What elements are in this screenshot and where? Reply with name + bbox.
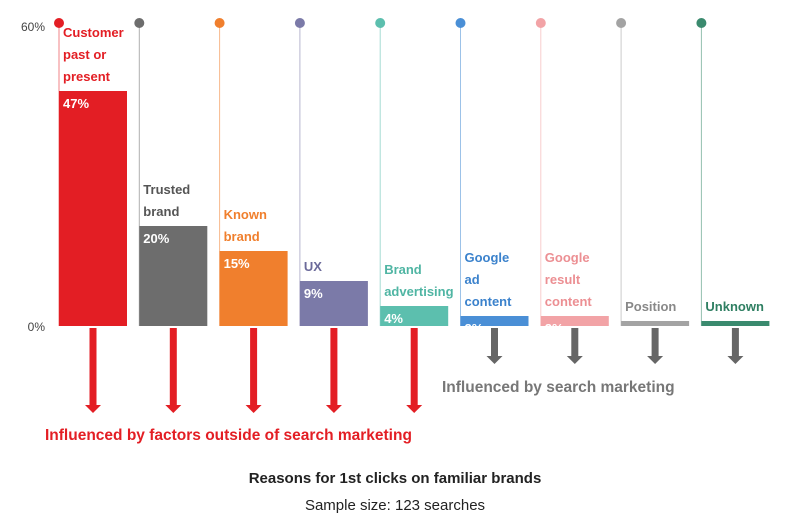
- arrow-search: [731, 328, 739, 356]
- bar-category-label: result: [545, 272, 581, 287]
- bar-category-label: brand: [224, 229, 260, 244]
- bar: [139, 226, 208, 326]
- bar-category-label: present: [63, 69, 111, 84]
- leader-dot: [455, 18, 466, 28]
- arrow-search-head: [566, 356, 583, 364]
- arrow-outside-head: [245, 405, 262, 413]
- leader-dot: [134, 18, 145, 28]
- arrow-outside: [89, 328, 97, 405]
- bar-category-label: Google: [465, 250, 510, 265]
- bar-value-label: 47%: [63, 96, 89, 111]
- bar-category-label: content: [545, 294, 593, 309]
- bar-chart: 60% 0% 47% Customer past or present 20% Trusted…: [21, 18, 770, 444]
- bar-category-label: Known: [224, 207, 267, 222]
- y-tick-label: 60%: [21, 20, 45, 34]
- bar-value-label: 1%: [705, 326, 724, 341]
- bar-category-label: Google: [545, 250, 590, 265]
- bar: [621, 321, 690, 326]
- annotation-search: Influenced by search marketing: [442, 379, 675, 396]
- bar-category-label: content: [465, 294, 513, 309]
- leader-dot: [696, 18, 707, 28]
- leader-dot: [616, 18, 627, 28]
- bar-category-label: advertising: [384, 284, 453, 299]
- leader-dot: [54, 18, 64, 28]
- bar-value-label: 20%: [143, 231, 169, 246]
- leader-dot: [375, 18, 386, 28]
- arrow-outside-head: [325, 405, 342, 413]
- chart-subtitle: Sample size: 123 searches: [304, 497, 486, 514]
- arrow-outside: [330, 328, 338, 405]
- bar: [460, 316, 529, 326]
- arrow-search: [491, 328, 498, 356]
- bar: [540, 316, 609, 326]
- arrow-search: [651, 328, 659, 356]
- bar-category-label: brand: [143, 204, 179, 219]
- arrow-search-head: [647, 356, 664, 364]
- bar-category-label: Unknown: [705, 299, 764, 314]
- chart-title: Reasons for 1st clicks on familiar brand…: [248, 470, 542, 487]
- bar: [219, 251, 288, 326]
- bar-category-label: Brand: [384, 262, 422, 277]
- arrow-outside-head: [406, 405, 423, 413]
- bar: [380, 306, 449, 326]
- bar-value-label: 9%: [304, 286, 323, 301]
- bar-value-label: 1%: [625, 326, 644, 341]
- arrow-outside-head: [85, 405, 101, 413]
- bar-value-label: 15%: [224, 256, 250, 271]
- annotation-outside: Influenced by factors outside of search …: [45, 427, 412, 444]
- bar-category-label: Customer: [63, 25, 124, 40]
- arrow-outside: [250, 328, 258, 405]
- bar-value-label: 4%: [384, 311, 403, 326]
- leader-dot: [214, 18, 225, 28]
- bar-category-label: Position: [625, 299, 676, 314]
- bar: [59, 91, 127, 326]
- bar-value-label: 2%: [545, 321, 564, 336]
- arrow-search-head: [727, 356, 744, 364]
- arrow-outside-head: [165, 405, 182, 413]
- y-tick-label: 0%: [28, 320, 46, 334]
- leader-dot: [535, 18, 546, 28]
- bar: [299, 281, 368, 326]
- bar-value-label: 2%: [465, 321, 484, 336]
- arrow-search-head: [486, 356, 503, 364]
- bar-category-label: Trusted: [143, 182, 190, 197]
- leader-dot: [294, 18, 305, 28]
- arrow-outside: [410, 328, 418, 405]
- bar-category-label: ad: [465, 272, 480, 287]
- arrow-search: [571, 328, 579, 356]
- bar-category-label: UX: [304, 259, 322, 274]
- arrow-outside: [169, 328, 177, 405]
- bar: [701, 321, 770, 326]
- bar-category-label: past or: [63, 47, 106, 62]
